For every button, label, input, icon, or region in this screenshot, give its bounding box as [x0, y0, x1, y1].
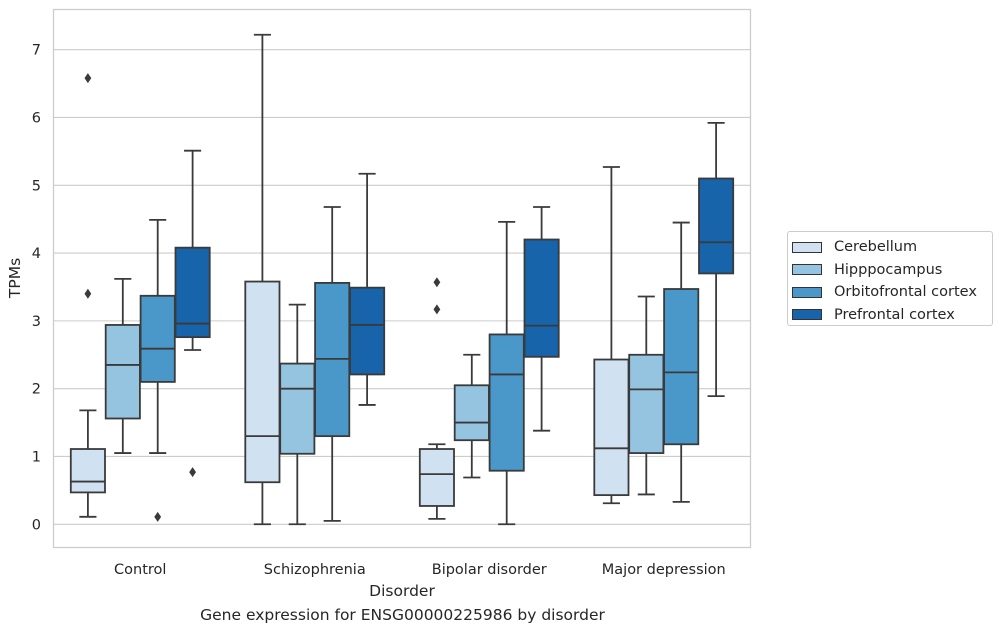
outlier-point: [84, 288, 92, 299]
box-1-3: [628, 295, 665, 496]
x-tick-label: Major depression: [602, 562, 726, 578]
box-3-1: [349, 172, 386, 406]
box-iqr: [139, 294, 176, 383]
y-tick-label: 7: [32, 43, 41, 59]
box-2-0: [139, 218, 176, 522]
legend-swatch: [792, 264, 822, 276]
x-tick-label: Control: [114, 562, 166, 578]
box-iqr: [418, 448, 455, 507]
box-0-3: [593, 166, 630, 505]
box-iqr: [244, 280, 281, 484]
legend-item: Cerebellum: [792, 236, 992, 259]
y-tick-label: 0: [32, 517, 41, 533]
box-iqr: [69, 448, 106, 494]
y-axis-label: TPMs: [6, 258, 24, 299]
box-1-0: [104, 277, 141, 454]
box-iqr: [593, 358, 630, 497]
box-iqr: [279, 362, 316, 455]
legend-swatch: [792, 241, 822, 253]
box-iqr: [453, 384, 490, 442]
box-iqr: [663, 288, 700, 446]
outlier-point: [189, 467, 196, 478]
box-iqr: [698, 177, 735, 275]
box-0-0: [69, 73, 106, 518]
outlier-point: [154, 511, 162, 522]
box-iqr: [523, 238, 560, 358]
box-2-3: [663, 221, 700, 503]
box-0-1: [244, 33, 281, 526]
x-tick-label: Schizophrenia: [264, 562, 366, 578]
legend-label: Orbitofrontal cortex: [834, 284, 977, 301]
outlier-point: [433, 277, 441, 288]
y-tick-label: 2: [32, 382, 41, 398]
plot-frame: [52, 8, 752, 549]
box-3-3: [698, 122, 735, 398]
legend-label: Cerebellum: [834, 239, 918, 256]
y-tick-labels: 0 1 2 3 4 5 6 7: [32, 43, 41, 534]
legend-item: Prefrontal cortex: [792, 304, 992, 327]
outlier-point: [433, 304, 441, 315]
x-tick-label: Bipolar disorder: [432, 562, 547, 578]
legend-swatch: [792, 309, 822, 321]
y-tick-label: 4: [32, 246, 41, 262]
box-0-2: [418, 277, 455, 520]
box-1-2: [453, 353, 490, 479]
box-iqr: [488, 333, 525, 472]
figure-caption: Gene expression for ENSG00000225986 by d…: [200, 606, 605, 624]
legend-swatch: [792, 286, 822, 298]
legend-item: Hipppocampus: [792, 259, 992, 282]
box-1-1: [279, 303, 316, 526]
box-iqr: [349, 286, 386, 376]
legend-label: Hipppocampus: [834, 261, 943, 278]
box-2-2: [488, 220, 525, 526]
y-tick-label: 5: [32, 178, 41, 194]
box-iqr: [174, 246, 211, 339]
box-series: [69, 33, 735, 526]
legend-item: Orbitofrontal cortex: [792, 281, 992, 304]
y-tick-label: 1: [32, 449, 41, 465]
box-3-2: [523, 206, 560, 432]
box-iqr: [628, 353, 665, 454]
box-iqr: [104, 324, 141, 420]
legend-label: Prefrontal cortex: [834, 306, 955, 323]
y-tick-label: 3: [32, 314, 41, 330]
outlier-point: [84, 73, 92, 84]
legend: Cerebellum Hipppocampus Orbitofrontal cort…: [787, 231, 993, 326]
box-2-1: [314, 206, 351, 522]
x-tick-labels: Control Schizophrenia Bipolar disorder Majo…: [114, 562, 726, 578]
box-3-0: [174, 149, 211, 478]
y-tick-label: 6: [32, 110, 41, 126]
x-axis-label: Disorder: [369, 582, 435, 600]
